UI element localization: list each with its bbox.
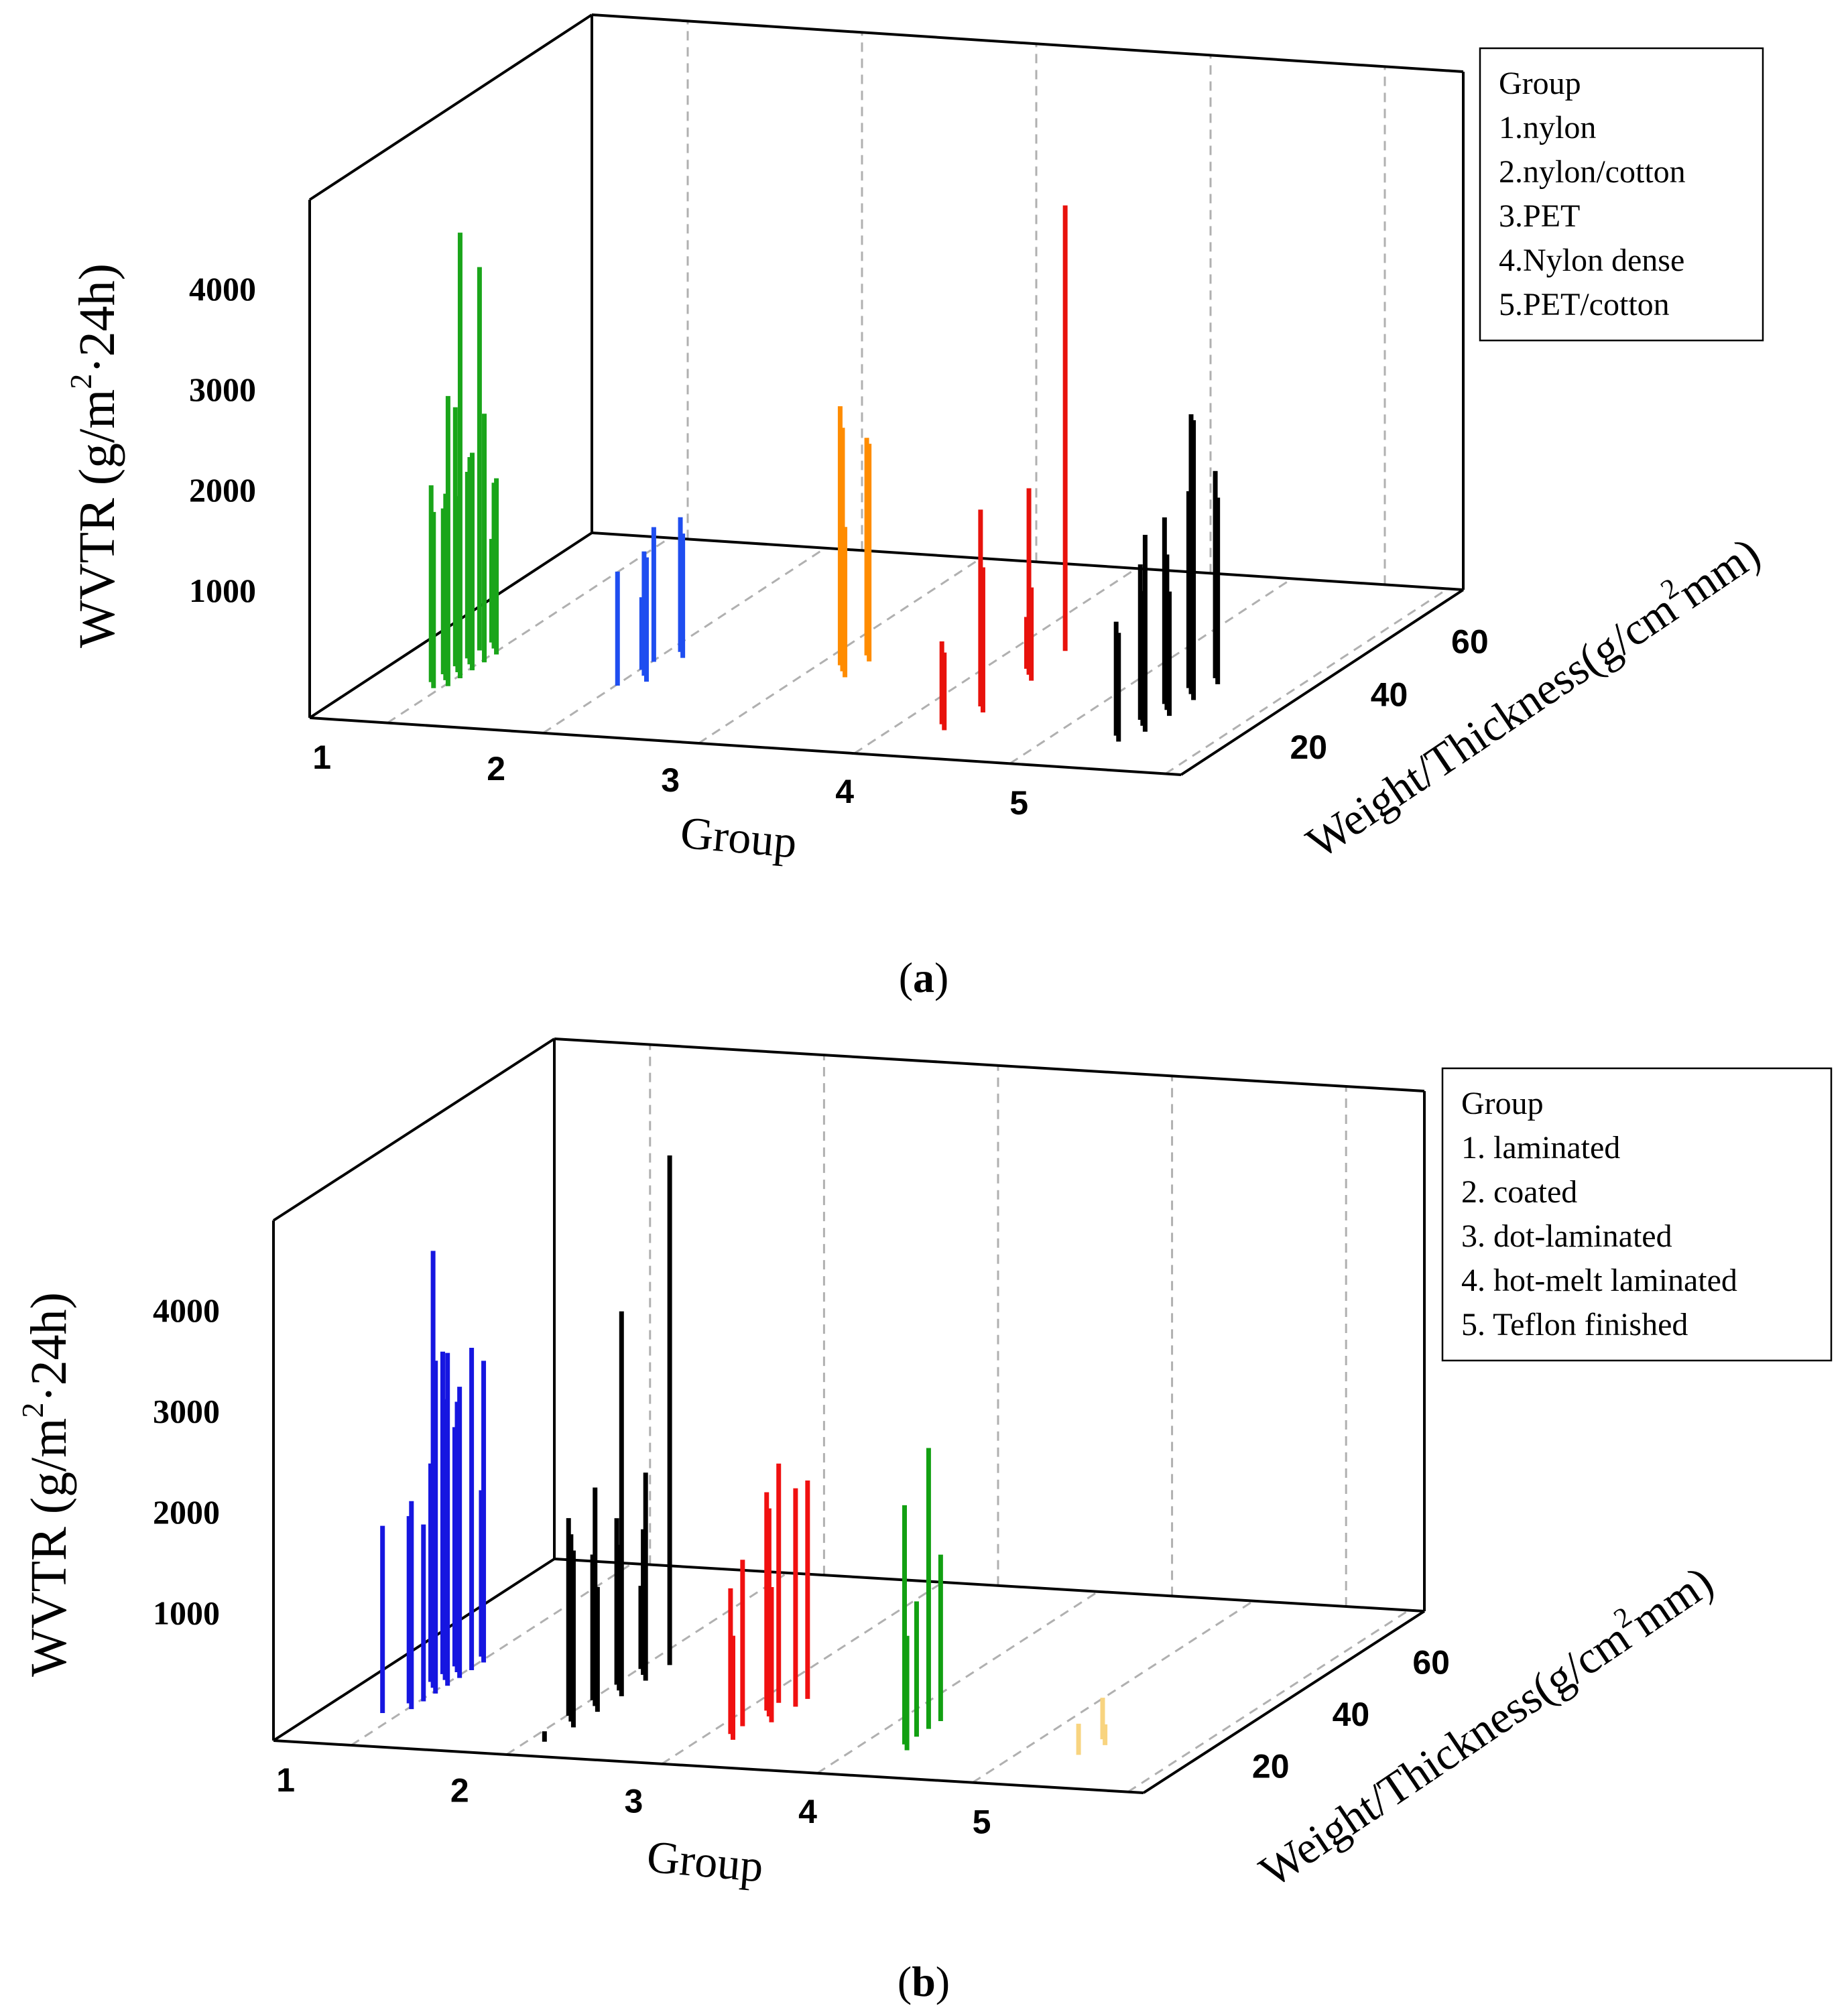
y-tick-label: 3000: [189, 371, 256, 408]
floor-gridline: [1009, 578, 1293, 765]
x-tick-labels: 1 2 3 4 5: [276, 1761, 991, 1840]
floor-gridline: [351, 1562, 633, 1747]
legend-entry: 5. Teflon finished: [1461, 1307, 1688, 1342]
back-top-edge: [554, 1037, 1425, 1092]
y-tick-label: 2000: [189, 471, 256, 509]
panel-caption: (a): [899, 954, 949, 1001]
floor-gridline: [1127, 1609, 1410, 1793]
x-tick-label: 5: [973, 1803, 991, 1840]
plot-frame: [272, 1037, 1426, 1794]
x-tick-label: 2: [450, 1772, 469, 1810]
floor-gridline: [972, 1600, 1254, 1783]
y-tick-labels: 1000 2000 3000 4000: [189, 270, 256, 609]
right-bottom-edge: [1142, 1610, 1426, 1794]
z-tick-labels: 20 40 60: [1252, 1644, 1450, 1785]
legend-entry: 2. coated: [1461, 1174, 1577, 1210]
y-axis-label: WVTR (g/m2·24h): [64, 263, 125, 648]
legend-title: Group: [1499, 66, 1581, 101]
y-tick-labels: 1000 2000 3000 4000: [153, 1292, 220, 1632]
x-axis-label: Group: [645, 1831, 765, 1892]
z-tick-label: 60: [1412, 1644, 1450, 1682]
x-tick-label: 3: [624, 1782, 643, 1820]
x-tick-label: 4: [835, 773, 854, 810]
panel-caption: (b): [898, 1958, 950, 2005]
y-tick-label: 4000: [189, 270, 256, 308]
legend-box: [1441, 1067, 1833, 1362]
y-tick-label: 1000: [189, 572, 256, 609]
z-tick-label: 60: [1451, 623, 1489, 660]
left-bottom-edge: [308, 531, 593, 719]
floor-gridline: [1164, 588, 1449, 775]
z-tick-label: 40: [1371, 676, 1408, 713]
legend-entry: 1.nylon: [1499, 110, 1596, 145]
y-tick-label: 4000: [153, 1292, 220, 1329]
left-bottom-edge: [272, 1558, 556, 1742]
x-tick-label: 4: [798, 1793, 817, 1830]
x-tick-label: 2: [487, 750, 505, 788]
legend-entry: 3. dot-laminated: [1461, 1218, 1672, 1254]
bars: [380, 1155, 1108, 1755]
panel-b: 1 2 3 4 5 1000 2000 3000 4000 20 40 60 Group WVTR…: [15, 1037, 1833, 2005]
legend-entry: 1. laminated: [1461, 1130, 1620, 1166]
x-tick-label: 1: [276, 1761, 295, 1799]
z-tick-label: 40: [1333, 1696, 1370, 1733]
z-tick-labels: 20 40 60: [1290, 623, 1488, 766]
back-bottom-edge: [554, 1558, 1425, 1613]
front-bottom-edge: [273, 1739, 1144, 1794]
floor-gridline: [661, 1581, 944, 1765]
y-axis-label: WVTR (g/m2·24h): [15, 1292, 77, 1677]
y-tick-label: 1000: [153, 1594, 220, 1632]
bars: [428, 205, 1221, 742]
left-top-edge: [308, 13, 593, 201]
back-top-edge: [591, 13, 1464, 73]
legend-entry: 2.nylon/cotton: [1499, 154, 1686, 190]
front-bottom-edge: [309, 716, 1182, 776]
legend-title: Group: [1461, 1086, 1544, 1121]
y-tick-label: 3000: [153, 1393, 220, 1430]
legend: Group 1. laminated 2. coated 3. dot-lami…: [1441, 1067, 1833, 1362]
z-tick-label: 20: [1252, 1748, 1290, 1785]
panel-a: 1 2 3 4 5 1000 2000 3000 4000 20 40 60 Group WVTR…: [64, 13, 1769, 1001]
floor-gridline: [387, 537, 670, 724]
legend: Group 1.nylon 2.nylon/cotton 3.PET 4.Nyl…: [1479, 47, 1764, 342]
x-tick-labels: 1 2 3 4 5: [312, 739, 1028, 822]
left-top-edge: [272, 1037, 556, 1222]
z-axis-label: Weight/Thickness(g/cm2mm): [1296, 524, 1769, 868]
x-tick-label: 3: [661, 761, 680, 799]
floor-gridline: [853, 567, 1137, 755]
x-tick-label: 1: [312, 739, 331, 776]
right-bottom-edge: [1180, 588, 1465, 776]
y-tick-label: 2000: [153, 1493, 220, 1531]
legend-entry: 5.PET/cotton: [1499, 287, 1670, 322]
x-axis-label: Group: [678, 807, 799, 868]
legend-box: [1479, 47, 1764, 342]
z-tick-label: 20: [1290, 729, 1327, 766]
floor-gridline: [816, 1590, 1099, 1775]
x-tick-label: 5: [1009, 784, 1028, 822]
legend-entry: 4.Nylon dense: [1499, 243, 1684, 278]
legend-entry: 4. hot-melt laminated: [1461, 1263, 1737, 1298]
legend-entry: 3.PET: [1499, 198, 1580, 234]
